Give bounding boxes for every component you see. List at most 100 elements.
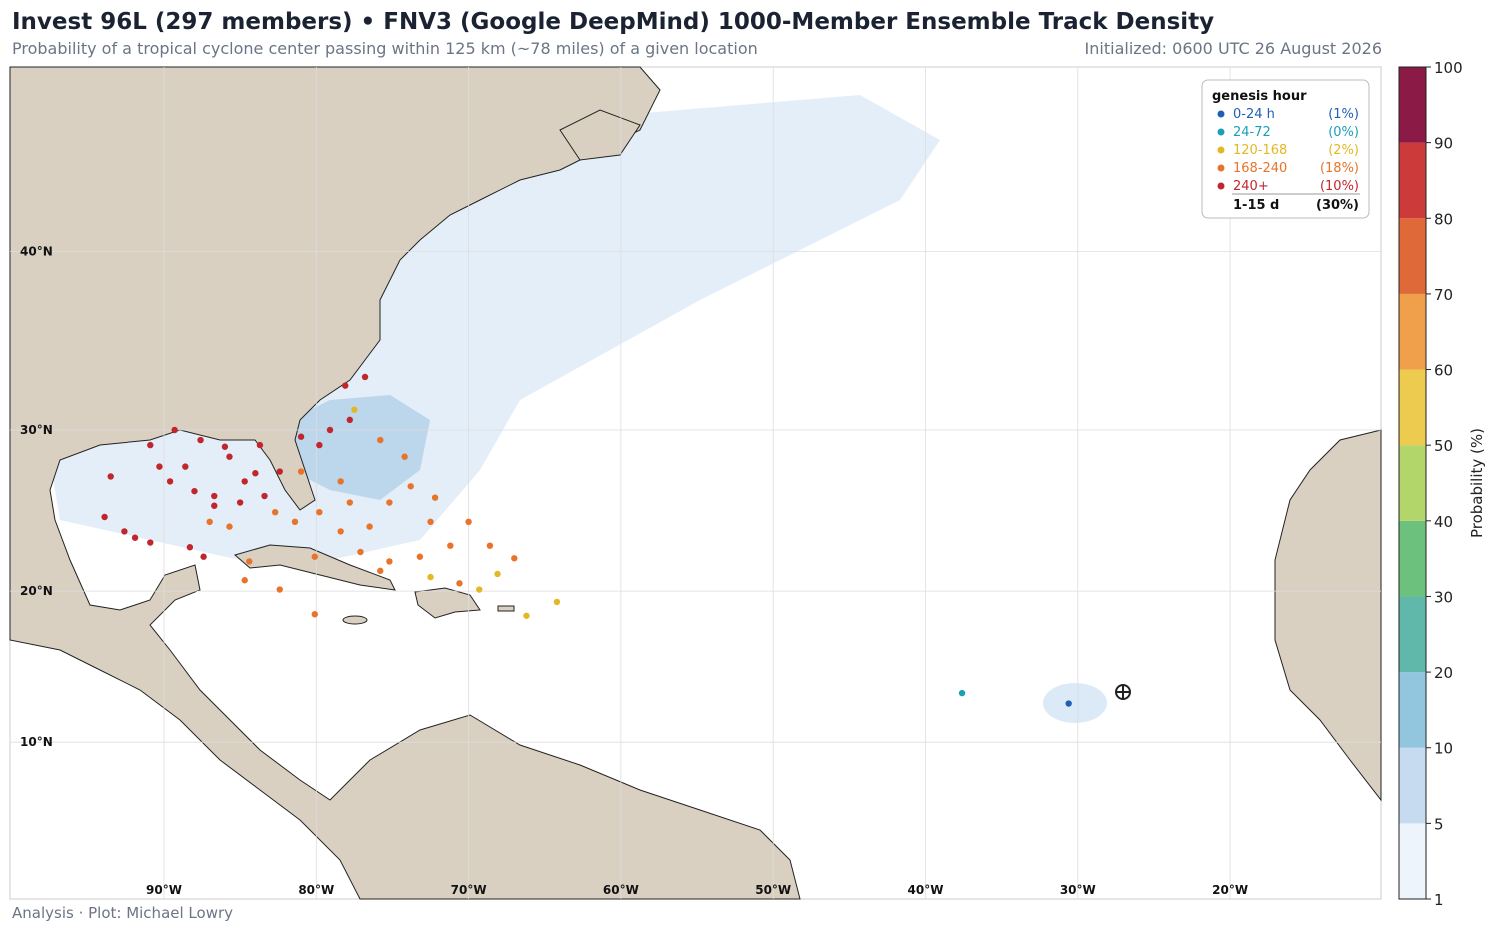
genesis-point <box>297 433 305 440</box>
genesis-point <box>523 612 530 619</box>
genesis-point <box>316 508 323 516</box>
colorbar-bin <box>1399 823 1426 899</box>
genesis-point <box>1065 700 1072 707</box>
lon-label: 50°W <box>755 883 791 897</box>
lon-label: 40°W <box>908 883 944 897</box>
genesis-point <box>401 453 408 460</box>
genesis-point <box>147 441 154 449</box>
genesis-point <box>166 478 174 485</box>
genesis-point <box>346 499 354 506</box>
lat-label: 30°N <box>20 423 53 437</box>
colorbar-bin <box>1399 142 1426 219</box>
genesis-point <box>316 441 323 449</box>
legend-percent: (0%) <box>1328 125 1359 140</box>
lat-label: 10°N <box>20 735 53 749</box>
colorbar-tick-label: 40 <box>1434 513 1453 531</box>
land-puerto-rico <box>497 605 515 612</box>
genesis-point <box>427 518 434 526</box>
genesis-point <box>553 598 561 606</box>
genesis-point <box>346 416 354 424</box>
legend-percent: (1%) <box>1328 107 1359 122</box>
colorbar-bin <box>1399 520 1426 597</box>
genesis-point <box>211 502 218 509</box>
genesis-point <box>206 518 213 526</box>
genesis-point <box>156 463 163 470</box>
lat-label: 40°N <box>20 245 53 259</box>
legend-total-label: 1-15 d <box>1233 198 1279 213</box>
genesis-point <box>246 558 253 565</box>
genesis-point <box>494 570 501 578</box>
land-africa <box>1274 429 1382 802</box>
colorbar-tick-label: 20 <box>1434 664 1453 682</box>
genesis-point <box>121 528 128 535</box>
genesis-point <box>276 586 283 593</box>
colorbar-tick-label: 5 <box>1434 815 1444 833</box>
legend-total-percent: (30%) <box>1316 198 1359 213</box>
genesis-point <box>342 382 349 389</box>
legend-swatch <box>1217 164 1225 172</box>
genesis-point <box>351 406 358 413</box>
colorbar-tick-label: 80 <box>1434 210 1453 228</box>
colorbar-bin <box>1399 596 1426 673</box>
genesis-point <box>311 553 318 560</box>
legend-label: 24-72 <box>1233 125 1271 140</box>
genesis-point <box>271 508 279 516</box>
colorbar-tick-label: 100 <box>1434 59 1463 77</box>
genesis-point <box>337 478 344 485</box>
genesis-point <box>236 499 244 506</box>
genesis-point <box>357 548 364 556</box>
lon-label: 20°W <box>1212 883 1248 897</box>
genesis-point <box>200 553 207 560</box>
colorbar-tick-label: 30 <box>1434 588 1453 606</box>
genesis-point <box>276 468 283 475</box>
density-plume <box>1043 683 1107 723</box>
legend-swatch <box>1217 182 1225 190</box>
lon-label: 60°W <box>603 883 639 897</box>
land-jamaica <box>342 615 368 625</box>
lon-label: 80°W <box>298 883 334 897</box>
colorbar-frame <box>1398 66 1427 900</box>
genesis-point <box>101 513 108 521</box>
genesis-point <box>337 528 344 535</box>
genesis-point <box>366 523 373 530</box>
lat-label: 20°N <box>20 584 53 598</box>
genesis-point <box>291 518 299 526</box>
density-core <box>270 395 430 500</box>
legend-swatch <box>1217 110 1225 118</box>
genesis-point <box>297 468 305 475</box>
legend-title: genesis hour <box>1212 89 1307 104</box>
colorbar-bin <box>1399 218 1426 294</box>
genesis-point <box>107 473 114 480</box>
genesis-point <box>407 483 414 490</box>
cape-verde-marker <box>1115 684 1131 700</box>
legend-percent: (2%) <box>1328 143 1359 158</box>
map <box>9 66 1382 900</box>
genesis-point <box>386 558 393 565</box>
land-newfoundland <box>559 109 641 161</box>
genesis-point <box>252 470 259 477</box>
colorbar-tick-label: 1 <box>1434 891 1444 909</box>
genesis-point <box>182 463 189 470</box>
legend-swatch <box>1217 146 1225 154</box>
genesis-point <box>226 523 233 530</box>
genesis-point <box>191 487 198 495</box>
genesis-point <box>456 580 463 587</box>
genesis-point <box>361 373 369 381</box>
colorbar-bin <box>1399 67 1426 143</box>
colorbar-bin <box>1399 672 1426 748</box>
genesis-point <box>377 567 384 575</box>
genesis-point <box>261 492 268 500</box>
colorbar-tick-label: 90 <box>1434 135 1453 153</box>
genesis-point <box>147 539 154 546</box>
subtitle: Probability of a tropical cyclone center… <box>12 39 758 58</box>
genesis-point <box>241 478 248 485</box>
genesis-point <box>447 542 454 549</box>
colorbar-tick-label: 10 <box>1434 740 1453 758</box>
colorbar-bin <box>1399 369 1426 446</box>
genesis-point <box>171 426 178 434</box>
genesis-point <box>416 553 424 560</box>
footer: Analysis · Plot: Michael Lowry <box>12 904 233 922</box>
colorbar-tick-label: 60 <box>1434 362 1453 380</box>
